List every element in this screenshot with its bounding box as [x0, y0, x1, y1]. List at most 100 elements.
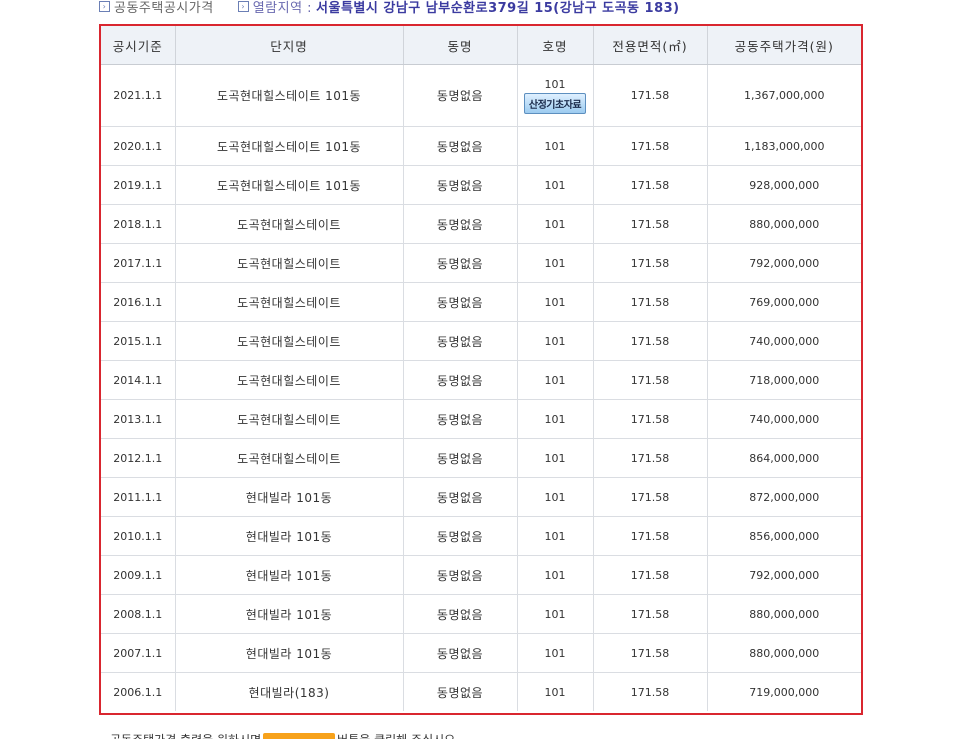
cell-date-text: 2008.1.1 — [113, 607, 163, 621]
cell-complex-text: 도곡현대힐스테이트 — [237, 295, 341, 310]
cell-price-text: 880,000,000 — [749, 607, 820, 621]
cell-date-text: 2021.1.1 — [113, 89, 163, 102]
cell-area: 171.58 — [593, 594, 708, 634]
cell-ho: 101 — [517, 438, 594, 478]
table-row: 2013.1.1 도곡현대힐스테이트 동명없음 101 171.58 740,000,00… — [101, 399, 861, 439]
cell-area-text: 171.58 — [630, 412, 670, 426]
column-header-area: 전용면적(㎡) — [593, 26, 708, 65]
cell-dong-text: 동명없음 — [436, 89, 484, 103]
cell-complex-text: 현대빌라 101동 — [245, 529, 333, 544]
cell-price-text: 718,000,000 — [749, 373, 820, 387]
table-row: 2019.1.1 도곡현대힐스테이트 101동 동명없음 101 171.58 928,0… — [101, 165, 861, 205]
cell-dong-text: 동명없음 — [436, 568, 484, 583]
cell-dong: 동명없음 — [403, 399, 518, 439]
cell-area-text: 171.58 — [630, 607, 670, 621]
cell-complex-text: 현대빌라 101동 — [245, 646, 333, 661]
cell-complex: 도곡현대힐스테이트 — [175, 438, 404, 478]
table-row: 2011.1.1 현대빌라 101동 동명없음 101 171.58 872,000,00… — [101, 477, 861, 517]
cell-ho-text: 101 — [544, 685, 566, 699]
cell-date: 2010.1.1 — [101, 516, 176, 556]
cell-date: 2020.1.1 — [101, 126, 176, 166]
cell-area: 171.58 — [593, 165, 708, 205]
cell-dong: 동명없음 — [403, 165, 518, 205]
chevron-right-icon: › — [237, 0, 249, 12]
cell-area: 171.58 — [593, 555, 708, 595]
table-row: 2017.1.1 도곡현대힐스테이트 동명없음 101 171.58 792,000,00… — [101, 243, 861, 283]
cell-price: 1,183,000,000 — [707, 126, 861, 166]
cell-ho: 101 — [517, 204, 594, 244]
table-row: 2012.1.1 도곡현대힐스테이트 동명없음 101 171.58 864,000,00… — [101, 438, 861, 478]
cell-price: 928,000,000 — [707, 165, 861, 205]
cell-complex-text: 도곡현대힐스테이트 — [237, 217, 341, 232]
cell-dong-text: 동명없음 — [436, 607, 484, 622]
cell-price-text: 864,000,000 — [749, 451, 820, 465]
cell-price: 872,000,000 — [707, 477, 861, 517]
cell-area-text: 171.58 — [630, 529, 670, 543]
cell-area: 171.58 — [593, 633, 708, 673]
cell-dong-text: 동명없음 — [436, 412, 484, 427]
cell-complex: 도곡현대힐스테이트 101동 — [175, 126, 404, 166]
cell-price-text: 880,000,000 — [749, 217, 820, 231]
table-row: 2007.1.1 현대빌라 101동 동명없음 101 171.58 880,000,00… — [101, 633, 861, 673]
cell-ho: 101 — [517, 282, 594, 322]
cell-price-text: 928,000,000 — [749, 178, 820, 192]
cell-date: 2006.1.1 — [101, 672, 176, 711]
cell-dong-text: 동명없음 — [436, 178, 484, 193]
cell-price: 740,000,000 — [707, 399, 861, 439]
cell-complex: 도곡현대힐스테이트 — [175, 321, 404, 361]
cell-dong-text: 동명없음 — [436, 295, 484, 310]
table-row: 2016.1.1 도곡현대힐스테이트 동명없음 101 171.58 769,000,00… — [101, 282, 861, 322]
cell-area: 171.58 — [593, 204, 708, 244]
cell-date-text: 2016.1.1 — [113, 295, 163, 309]
cell-dong-text: 동명없음 — [436, 646, 484, 661]
cell-dong-text: 동명없음 — [436, 334, 484, 349]
table-row: 2020.1.1 도곡현대힐스테이트 101동 동명없음 101 171.58 1,183… — [101, 126, 861, 166]
cell-complex-text: 도곡현대힐스테이트 101동 — [216, 89, 362, 103]
cell-date: 2009.1.1 — [101, 555, 176, 595]
cell-ho-text: 101 — [544, 178, 566, 192]
cell-area-text: 171.58 — [630, 178, 670, 192]
cell-date-text: 2011.1.1 — [113, 490, 163, 504]
calc-basis-button[interactable]: 산정기초자료 — [523, 92, 587, 114]
cell-date: 2011.1.1 — [101, 477, 176, 517]
cell-dong: 동명없음 — [403, 633, 518, 673]
cell-area-text: 171.58 — [630, 490, 670, 504]
cell-price: 1,367,000,000 — [707, 64, 861, 127]
cell-price: 792,000,000 — [707, 555, 861, 595]
cell-dong: 동명없음 — [403, 438, 518, 478]
price-table: 공시기준 단지명 동명 호명 전용면적(㎡) 공동주택가격(원) 2021.1.… — [101, 26, 861, 711]
cell-ho-text: 101 — [544, 295, 566, 309]
cell-date: 2019.1.1 — [101, 165, 176, 205]
cell-area-text: 171.58 — [630, 89, 670, 102]
cell-price-text: 740,000,000 — [749, 334, 820, 348]
footer-note-prefix: 공동주택가격 출력을 원하시면 — [110, 731, 261, 739]
column-header-date: 공시기준 — [101, 26, 176, 65]
cell-area: 171.58 — [593, 243, 708, 283]
cell-dong: 동명없음 — [403, 126, 518, 166]
cell-price: 740,000,000 — [707, 321, 861, 361]
cell-dong-text: 동명없음 — [436, 373, 484, 388]
cell-dong: 동명없음 — [403, 477, 518, 517]
cell-area-text: 171.58 — [630, 568, 670, 582]
cell-area-text: 171.58 — [630, 373, 670, 387]
cell-ho-text: 101 — [544, 607, 566, 621]
cell-dong-text: 동명없음 — [436, 685, 484, 700]
table-row: 2009.1.1 현대빌라 101동 동명없음 101 171.58 792,000,00… — [101, 555, 861, 595]
cell-complex: 현대빌라 101동 — [175, 594, 404, 634]
cell-date-text: 2007.1.1 — [113, 646, 163, 660]
cell-area: 171.58 — [593, 360, 708, 400]
cell-date-text: 2019.1.1 — [113, 178, 163, 192]
breadcrumb-section: › 공동주택공시가격 — [99, 0, 214, 16]
cell-date-text: 2018.1.1 — [113, 217, 163, 231]
cell-price-text: 792,000,000 — [749, 256, 820, 270]
table-row: 2018.1.1 도곡현대힐스테이트 동명없음 101 171.58 880,000,00… — [101, 204, 861, 244]
cell-ho-text: 101 — [544, 529, 566, 543]
cell-dong: 동명없음 — [403, 204, 518, 244]
table-row: 2021.1.1 도곡현대힐스테이트 101동 동명없음 101 산정기초자료 171.5… — [101, 64, 861, 127]
print-button[interactable] — [263, 732, 336, 739]
cell-price: 718,000,000 — [707, 360, 861, 400]
cell-date: 2007.1.1 — [101, 633, 176, 673]
cell-area-text: 171.58 — [630, 217, 670, 231]
cell-complex: 도곡현대힐스테이트 — [175, 243, 404, 283]
